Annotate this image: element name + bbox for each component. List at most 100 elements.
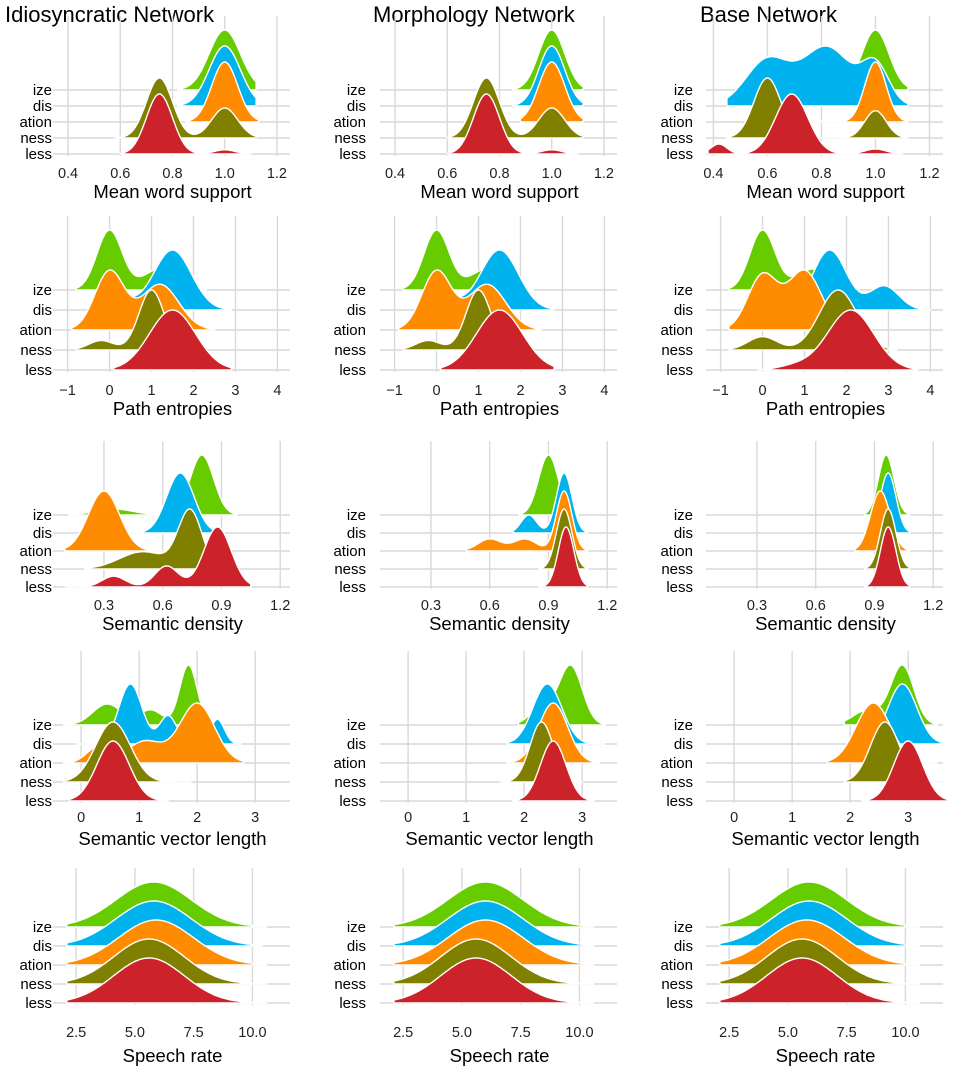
tick-label-x: 2 [846, 810, 854, 826]
tick-label-x: 0.6 [757, 166, 777, 182]
x-axis-title: Mean word support [93, 181, 251, 202]
panel-r4-c0: ize dis ation ness less 2.5 5.0 7.5 10.0 Speech r… [19, 868, 290, 1066]
tick-label-x: 3 [904, 810, 912, 826]
category-label-ize: ize [674, 282, 693, 299]
category-label-ation: ation [333, 322, 366, 339]
tick-label-x: 1 [474, 383, 482, 399]
category-label-ize: ize [347, 82, 366, 99]
x-axis-title: Speech rate [123, 1045, 223, 1066]
category-label-less: less [25, 146, 52, 163]
category-label-dis: dis [674, 302, 693, 319]
tick-label-x: −1 [386, 383, 403, 399]
tick-label-x: −1 [712, 383, 729, 399]
category-label-ness: ness [661, 342, 693, 359]
panel-r3-c0: ize dis ation ness less 0 1 2 3 Semantic vector l… [19, 651, 290, 849]
category-label-ation: ation [660, 114, 693, 131]
ridge-less [707, 93, 904, 155]
tick-label-x: 0.9 [538, 598, 558, 614]
category-label-ness: ness [334, 130, 366, 147]
tick-label-x: 0 [106, 383, 114, 399]
category-label-ness: ness [661, 561, 693, 578]
category-label-dis: dis [674, 525, 693, 542]
category-label-ation: ation [333, 957, 366, 974]
panel-r4-c1: ize dis ation ness less 2.5 5.0 7.5 10.0 Speech r… [333, 868, 617, 1066]
category-label-ation: ation [19, 957, 52, 974]
panel-r1-c1: ize dis ation ness less −1 0 1 2 3 4 Path entropies [333, 216, 617, 419]
category-label-less: less [339, 362, 366, 379]
category-label-ation: ation [19, 114, 52, 131]
tick-label-x: 0.6 [110, 166, 130, 182]
ridge-less [119, 93, 252, 155]
ridge-less [113, 309, 232, 371]
tick-label-x: 10.0 [238, 1025, 266, 1041]
category-label-ness: ness [20, 342, 52, 359]
category-label-less: less [25, 793, 52, 810]
tick-label-x: 0 [77, 810, 85, 826]
tick-label-x: 1.0 [865, 166, 885, 182]
tick-label-x: 1.2 [594, 166, 614, 182]
category-label-less: less [25, 362, 52, 379]
tick-label-x: 10.0 [891, 1025, 919, 1041]
category-label-ness: ness [334, 342, 366, 359]
tick-label-x: 3 [578, 810, 586, 826]
tick-label-x: 1 [462, 810, 470, 826]
ridge-less [440, 309, 555, 371]
tick-label-x: 0 [433, 383, 441, 399]
panel-r1-c2: ize dis ation ness less −1 0 1 2 3 4 Path entropies [660, 216, 943, 419]
category-label-ness: ness [20, 561, 52, 578]
tick-label-x: 0.3 [421, 598, 441, 614]
category-label-ize: ize [33, 717, 52, 734]
tick-label-x: 2 [193, 810, 201, 826]
tick-label-x: 1 [147, 383, 155, 399]
ridge-less [719, 957, 921, 1004]
category-label-less: less [339, 793, 366, 810]
category-label-dis: dis [33, 302, 52, 319]
category-label-ize: ize [674, 82, 693, 99]
ridge-less [861, 740, 950, 802]
tick-label-x: 1.2 [923, 598, 943, 614]
category-label-ation: ation [333, 543, 366, 560]
category-label-dis: dis [347, 302, 366, 319]
tick-label-x: 0.8 [162, 166, 182, 182]
category-label-dis: dis [674, 736, 693, 753]
category-label-less: less [339, 579, 366, 596]
category-label-ness: ness [334, 561, 366, 578]
category-label-ness: ness [661, 130, 693, 147]
category-label-ize: ize [33, 507, 52, 524]
x-axis-title: Speech rate [776, 1045, 876, 1066]
category-label-less: less [339, 995, 366, 1012]
tick-label-x: 2.5 [393, 1025, 413, 1041]
ridge-ation [519, 61, 584, 123]
tick-label-x: 3 [558, 383, 566, 399]
tick-label-x: 1.2 [597, 598, 617, 614]
ridge-less [757, 309, 919, 371]
category-label-dis: dis [33, 736, 52, 753]
tick-label-x: 0.6 [806, 598, 826, 614]
category-label-ation: ation [660, 957, 693, 974]
x-axis-title: Mean word support [420, 181, 578, 202]
tick-label-x: 1 [788, 810, 796, 826]
category-label-ize: ize [674, 919, 693, 936]
category-label-ness: ness [20, 774, 52, 791]
category-label-ness: ness [20, 976, 52, 993]
category-label-ize: ize [33, 919, 52, 936]
tick-label-x: 1.2 [919, 166, 939, 182]
tick-label-x: 5.0 [778, 1025, 798, 1041]
category-label-ize: ize [33, 282, 52, 299]
tick-label-x: 1.2 [267, 166, 287, 182]
tick-label-x: 0.4 [385, 166, 405, 182]
tick-label-x: 7.5 [837, 1025, 857, 1041]
tick-label-x: 4 [600, 383, 608, 399]
category-label-ness: ness [661, 976, 693, 993]
tick-label-x: 2.5 [719, 1025, 739, 1041]
panel-r4-c2: ize dis ation ness less 2.5 5.0 7.5 10.0 Speech r… [660, 868, 943, 1066]
tick-label-x: 4 [273, 383, 281, 399]
ridge-ness [83, 508, 227, 570]
tick-label-x: 0 [730, 810, 738, 826]
tick-label-x: 2 [189, 383, 197, 399]
category-label-dis: dis [33, 525, 52, 542]
category-label-less: less [666, 793, 693, 810]
